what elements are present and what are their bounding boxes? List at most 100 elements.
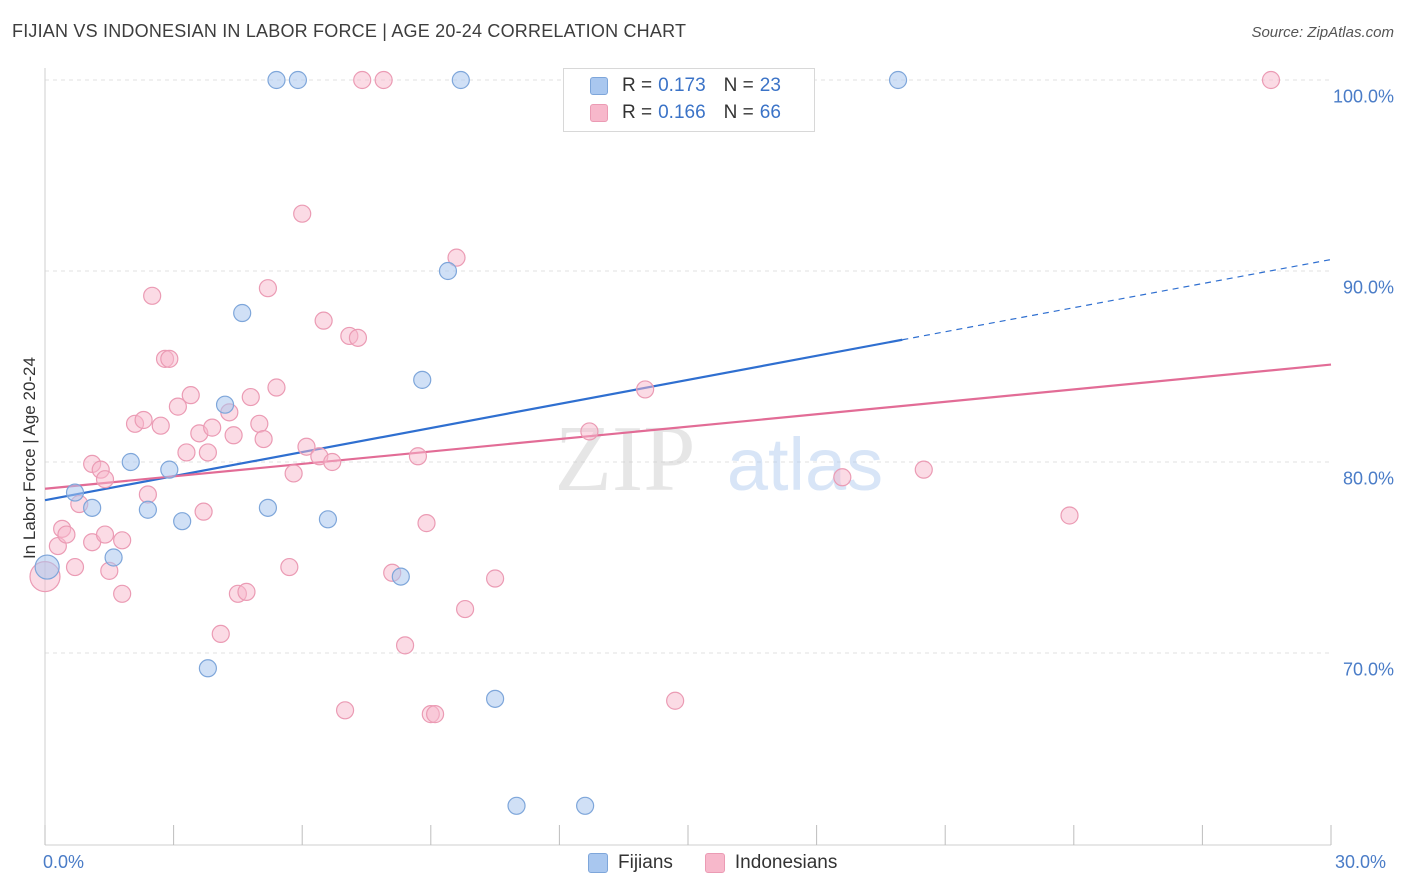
y-axis-label: In Labor Force | Age 20-24: [20, 357, 39, 559]
indonesians-point: [395, 636, 415, 655]
indonesians-point: [258, 279, 278, 298]
indonesians-point: [833, 468, 852, 487]
indonesians-point: [1261, 70, 1281, 90]
indonesians-point: [237, 582, 256, 601]
fijians-point: [160, 460, 179, 479]
indonesians-point: [914, 460, 933, 479]
fijians-point: [198, 659, 217, 678]
indonesians-point: [168, 397, 187, 416]
indonesians-swatch: [590, 104, 608, 122]
y-tick-90: 90.0%: [1342, 277, 1394, 298]
indonesians-point: [134, 410, 153, 430]
indonesians-point: [417, 514, 436, 533]
fijians-point: [391, 567, 410, 586]
fijians-r-value: 0.173: [658, 75, 706, 96]
y-tick-100: 100.0%: [1332, 86, 1394, 107]
fijians-trend-extension: [902, 258, 1332, 341]
indonesians-r-label: R =: [622, 102, 653, 123]
watermark-atlas: atlas: [727, 423, 883, 506]
y-tick-80: 80.0%: [1342, 468, 1394, 489]
fijians-trend-line: [44, 338, 903, 502]
indonesians-point: [314, 311, 333, 330]
fijians-point: [486, 689, 505, 708]
indonesians-point: [447, 248, 466, 267]
indonesians-point: [1060, 506, 1079, 525]
fijians-point: [83, 498, 102, 517]
indonesians-point: [425, 705, 445, 724]
indonesians-point: [95, 470, 115, 489]
fijians-point: [138, 500, 157, 519]
x-tick-min: 0.0%: [43, 852, 85, 872]
indonesians-point: [113, 531, 132, 550]
indonesians-point: [138, 485, 157, 504]
indonesians-point: [198, 443, 217, 462]
indonesians-point: [151, 416, 170, 435]
fijians-point: [34, 554, 60, 580]
indonesians-point: [241, 387, 260, 407]
x-tick-max: 30.0%: [1335, 852, 1387, 872]
indonesians-point: [335, 701, 355, 720]
axes: [44, 68, 1332, 846]
fijians-point: [258, 498, 278, 517]
legend-row-indonesians: R = 0.166 N = 66: [590, 101, 781, 125]
indonesians-point: [250, 414, 269, 433]
indonesians-point: [194, 502, 213, 521]
indonesians-legend-swatch: [704, 853, 725, 873]
indonesians-point: [65, 557, 85, 577]
source-label: Source: ZipAtlas.com: [1251, 24, 1394, 41]
indonesians-point: [211, 624, 230, 644]
indonesians-point: [486, 569, 505, 588]
legend-item-fijians[interactable]: Fijians: [588, 852, 673, 874]
indonesians-point: [113, 584, 132, 603]
legend-row-fijians: R = 0.173 N = 23: [590, 74, 781, 98]
fijians-point: [121, 452, 140, 472]
indonesians-point: [143, 286, 162, 305]
fijians-point: [438, 261, 458, 281]
fijians-point: [888, 70, 908, 90]
chart-title: FIJIAN VS INDONESIAN IN LABOR FORCE | AG…: [12, 21, 687, 41]
indonesians-point: [254, 429, 273, 449]
fijians-legend-swatch: [588, 853, 608, 873]
indonesians-point: [293, 204, 312, 223]
indonesians-point: [284, 464, 303, 483]
indonesians-point: [455, 599, 475, 619]
indonesians-point: [374, 70, 393, 90]
indonesians-point: [181, 386, 200, 405]
fijians-point: [451, 70, 470, 90]
fijians-n-label: N =: [723, 75, 754, 96]
indonesians-point: [203, 418, 222, 437]
indonesians-n-label: N =: [723, 102, 754, 123]
indonesians-r-value: 0.166: [658, 102, 706, 123]
fijians-point: [233, 303, 252, 323]
fijians-point: [267, 70, 286, 90]
trend-lines: [44, 258, 1332, 502]
indonesians-n-value: 66: [759, 102, 781, 123]
fijians-point: [173, 512, 192, 531]
indonesians-point: [636, 380, 655, 399]
fijians-point: [318, 510, 338, 529]
series-legend: Fijians Indonesians: [588, 852, 869, 874]
indonesians-point: [280, 557, 299, 577]
fijians-point: [507, 796, 526, 815]
stats-legend: R = 0.173 N = 23 R = 0.166 N = 66: [563, 68, 815, 132]
legend-item-indonesians[interactable]: Indonesians: [704, 852, 838, 874]
indonesians-trend-line: [44, 363, 1332, 490]
fijians-point: [65, 483, 85, 502]
fijians-swatch: [590, 77, 608, 95]
fijians-point: [104, 548, 123, 567]
watermark: ZIP atlas: [555, 407, 884, 511]
indonesians-point: [348, 328, 368, 347]
fijians-point: [215, 395, 235, 414]
indonesians-point: [57, 525, 76, 544]
indonesians-point: [323, 452, 342, 472]
indonesians-legend-label: Indonesians: [734, 852, 838, 873]
y-tick-70: 70.0%: [1342, 659, 1394, 680]
fijians-n-value: 23: [759, 75, 781, 96]
indonesians-point: [297, 437, 316, 456]
indonesians-point: [177, 443, 196, 462]
indonesians-point: [353, 70, 372, 90]
indonesians-point: [666, 691, 685, 710]
fijians-point: [576, 796, 595, 815]
fijians-point: [413, 370, 432, 389]
